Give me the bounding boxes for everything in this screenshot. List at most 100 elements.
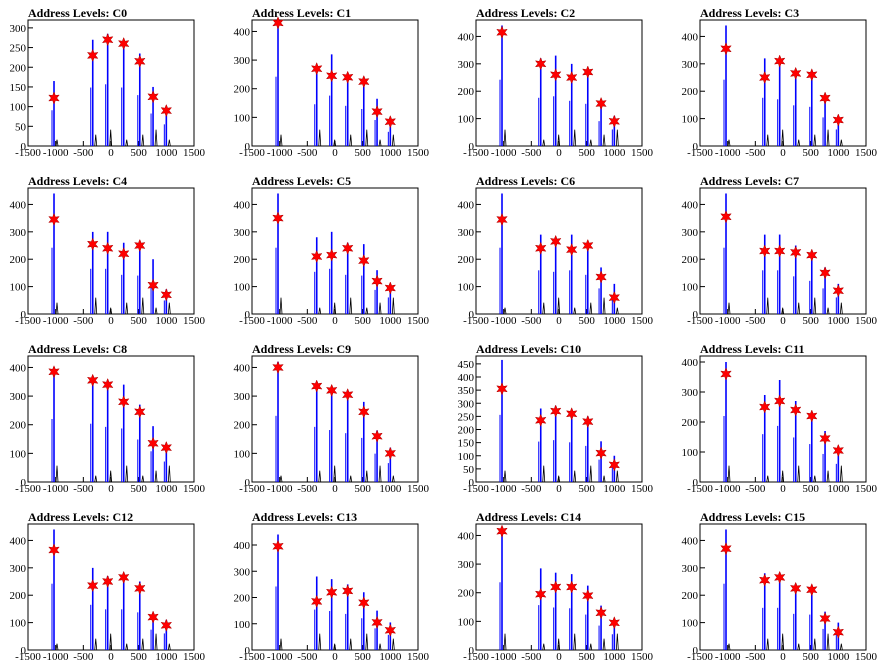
panel-title: Address Levels: C5 — [252, 174, 351, 188]
y-tick-label: 400 — [10, 535, 27, 547]
star-marker — [358, 74, 370, 89]
y-tick-label: 350 — [458, 385, 475, 397]
y-tick-label: 0 — [693, 141, 699, 153]
x-tick-label: 1500 — [631, 483, 654, 495]
histogram-panel: Address Levels: C1 0 100 200 300 400 -1500 -100… — [224, 0, 448, 168]
y-tick-label: 200 — [682, 417, 699, 429]
peak-tail — [125, 139, 129, 147]
y-tick-label: 400 — [458, 199, 475, 211]
y-tick-label: 200 — [682, 254, 699, 266]
star-marker — [565, 580, 578, 594]
x-tick-label: 1000 — [379, 315, 402, 327]
star-marker — [310, 379, 323, 393]
star-marker — [310, 594, 323, 609]
peak-tail — [109, 633, 113, 651]
star-marker — [582, 238, 594, 253]
x-tick-label: -500 — [521, 315, 542, 327]
star-marker — [341, 584, 354, 598]
x-tick-label: -1500 — [687, 315, 713, 327]
peak-tail — [602, 638, 606, 651]
peak-tail — [615, 307, 619, 315]
x-tick-label: -1000 — [267, 315, 293, 327]
histogram-svg: Address Levels: C6 0 100 200 300 400 -1500 -100… — [458, 174, 654, 327]
star-marker — [134, 238, 146, 253]
star-marker — [534, 587, 547, 601]
star-marker — [773, 54, 786, 68]
star-marker — [789, 581, 802, 596]
star-marker — [358, 253, 370, 268]
star-marker — [147, 610, 159, 624]
y-tick-label: 300 — [10, 23, 27, 35]
histogram-panel: Address Levels: C7 0 100 200 300 400 -1500 -100… — [672, 168, 896, 336]
y-tick-label: 50 — [463, 464, 475, 476]
star-marker — [496, 382, 508, 396]
x-tick-label: 1500 — [631, 147, 654, 159]
peak-tail — [349, 134, 353, 147]
peak-tail — [839, 302, 843, 315]
peak-tail — [813, 297, 817, 315]
x-tick-label: -1500 — [463, 147, 489, 159]
star-marker — [341, 388, 354, 402]
star-marker — [549, 68, 562, 82]
peak-tail — [813, 638, 817, 651]
peak-tail — [55, 643, 59, 651]
x-tick-label: 1500 — [183, 147, 206, 159]
x-tick-label: 0 — [108, 651, 114, 663]
y-tick-label: 0 — [245, 477, 251, 489]
y-tick-label: 400 — [682, 357, 699, 369]
plot-frame — [699, 19, 867, 147]
x-tick-label: 500 — [354, 315, 371, 327]
plot-frame — [475, 523, 643, 651]
histogram-svg: Address Levels: C0 0 50 100 150 200 250 300 -150… — [10, 6, 206, 159]
star-marker — [534, 413, 547, 427]
x-tick-label: 500 — [130, 147, 147, 159]
peak-tail — [813, 475, 817, 483]
star-marker — [496, 212, 508, 227]
y-tick-label: 300 — [682, 387, 699, 399]
y-tick-label: 100 — [458, 451, 475, 463]
peak-tail — [109, 470, 113, 483]
panel-title: Address Levels: C4 — [28, 174, 127, 188]
y-tick-label: 300 — [10, 563, 27, 575]
y-tick-label: 150 — [10, 82, 27, 94]
x-tick-label: -500 — [745, 315, 766, 327]
star-marker — [325, 585, 338, 599]
x-tick-label: 1500 — [855, 483, 878, 495]
peak-tail — [333, 139, 337, 147]
star-marker — [595, 606, 607, 620]
x-tick-label: 500 — [354, 147, 371, 159]
peak-tail — [94, 475, 98, 483]
x-tick-label: -1500 — [239, 315, 265, 327]
x-tick-label: -500 — [73, 651, 94, 663]
peak-tail — [125, 643, 129, 651]
x-tick-label: 0 — [332, 651, 338, 663]
y-tick-label: 0 — [21, 309, 27, 321]
star-marker — [101, 574, 114, 589]
y-tick-label: 300 — [10, 227, 27, 239]
y-tick-label: 300 — [458, 398, 475, 410]
peak-tail — [125, 465, 129, 483]
peak-tail — [365, 129, 369, 147]
star-marker — [789, 403, 802, 417]
x-tick-label: 500 — [802, 651, 819, 663]
peak-tail — [839, 643, 843, 651]
star-marker — [272, 360, 284, 375]
peak-tail — [349, 297, 353, 315]
y-tick-label: 0 — [245, 141, 251, 153]
star-marker — [595, 96, 607, 111]
star-marker — [608, 458, 621, 472]
peak-tail — [557, 475, 561, 483]
histogram-panel: Address Levels: C5 0 100 200 300 400 -1500 -100… — [224, 168, 448, 336]
x-tick-label: 500 — [130, 315, 147, 327]
x-tick-label: -1500 — [687, 651, 713, 663]
x-tick-label: 1500 — [407, 147, 430, 159]
star-marker — [160, 440, 173, 455]
x-tick-label: 500 — [802, 315, 819, 327]
star-marker — [720, 367, 732, 381]
y-tick-label: 0 — [21, 477, 27, 489]
star-marker — [371, 429, 383, 443]
peak-tail — [349, 638, 353, 651]
x-tick-label: 1500 — [407, 483, 430, 495]
peak-tail — [589, 302, 593, 315]
y-tick-label: 200 — [234, 84, 251, 96]
